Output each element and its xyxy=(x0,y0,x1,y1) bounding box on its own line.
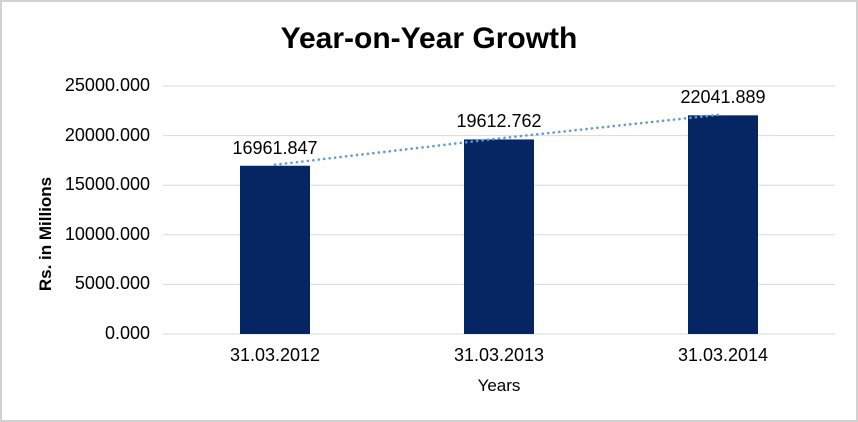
y-axis-tick-label: 15000.000 xyxy=(64,174,150,195)
bar-value-label: 19612.762 xyxy=(456,111,542,132)
bar xyxy=(240,165,310,334)
x-axis-title: Years xyxy=(477,376,521,395)
y-axis-tick-label: 10000.000 xyxy=(64,223,150,244)
y-axis-tick-label: 5000.000 xyxy=(74,273,150,294)
x-axis-tick-label: 31.03.2013 xyxy=(453,345,545,365)
x-axis-tick-label: 31.03.2014 xyxy=(677,345,769,365)
y-axis-tick-label: 20000.000 xyxy=(64,124,150,145)
y-axis-tick-label: 25000.000 xyxy=(64,75,150,95)
x-axis-tick-label: 31.03.2012 xyxy=(229,345,321,365)
trendline xyxy=(273,113,725,167)
chart-title: Year-on-Year Growth xyxy=(280,22,578,55)
bar xyxy=(688,115,758,335)
bar-value-label: 16961.847 xyxy=(232,137,318,158)
bar-value-label: 22041.889 xyxy=(680,87,766,108)
y-axis-tick-label: 0.000 xyxy=(104,323,150,343)
bar xyxy=(464,139,534,334)
